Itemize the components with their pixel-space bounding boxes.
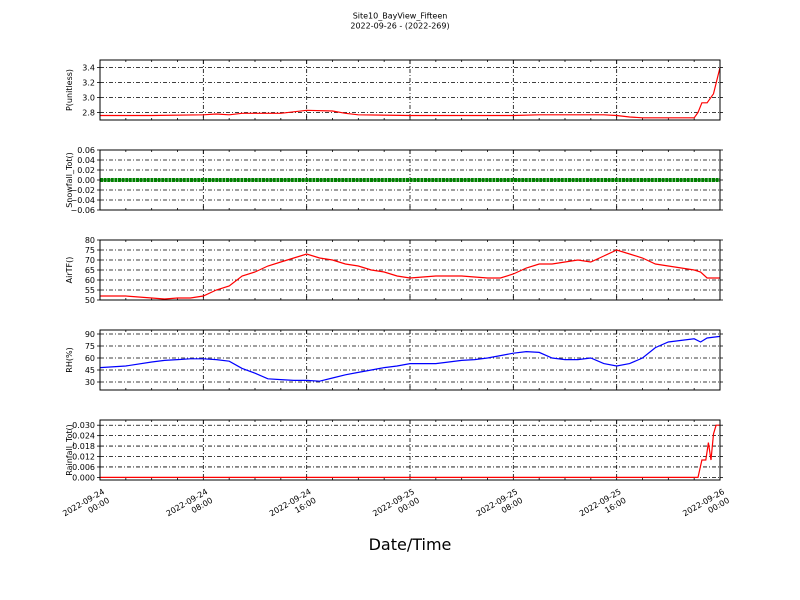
y-axis-label: Rainfall_Tot() <box>65 424 74 476</box>
y-tick-label: 50 <box>85 296 95 305</box>
y-tick-label: 75 <box>85 342 95 351</box>
series-line <box>100 67 721 119</box>
chart-title: Site10_BayView_Fifteen <box>353 12 448 21</box>
y-tick-label: 0.06 <box>77 146 95 155</box>
y-tick-label: 2.8 <box>82 109 95 118</box>
series-line <box>99 335 721 382</box>
y-tick-label: 55 <box>85 286 95 295</box>
panel-1: 2.8 3.0 3.2 3.4 P(unitless) <box>65 59 723 121</box>
y-tick-label: 0.02 <box>77 166 95 175</box>
y-tick-label: 0.030 <box>72 421 95 430</box>
panel-frame <box>99 149 721 211</box>
y-tick-label: −0.06 <box>70 206 95 215</box>
y-tick-label: 0.012 <box>72 453 95 462</box>
y-tick-label: 0.024 <box>72 432 95 441</box>
y-tick-label: 0.04 <box>77 156 95 165</box>
y-tick-label: −0.02 <box>70 186 95 195</box>
y-tick-label: 3.2 <box>82 79 95 88</box>
y-tick-label: 30 <box>85 378 95 387</box>
panel-frame <box>99 239 721 301</box>
y-tick-label: 3.0 <box>82 94 95 103</box>
panel-frame <box>99 329 721 391</box>
y-tick-label: −0.04 <box>70 196 95 205</box>
y-tick-label: 45 <box>85 366 95 375</box>
panel-4: 30 45 60 75 90 RH(%) <box>65 329 723 391</box>
y-axis-label: RH(%) <box>65 347 74 372</box>
panels-group: 2.83.03.23.4P(unitless)−0.06−0.04−0.020.… <box>65 59 723 482</box>
y-axis-label: Snowfall_Tot() <box>65 152 74 208</box>
y-tick-label: 80 <box>85 236 95 245</box>
y-tick-label: 70 <box>85 256 95 265</box>
x-axis-label: Date/Time <box>369 535 452 554</box>
y-tick-label: 0.00 <box>77 176 95 185</box>
y-axis-label: AirTF() <box>65 257 74 284</box>
y-tick-label: 0.006 <box>72 463 95 472</box>
y-tick-label: 65 <box>85 266 95 275</box>
chart-subtitle: 2022-09-26 - (2022-269) <box>350 22 449 31</box>
panel-frame <box>99 59 721 121</box>
y-tick-label: 0.018 <box>72 442 95 451</box>
y-tick-label: 60 <box>85 354 95 363</box>
panel-frame <box>99 419 721 481</box>
panel-2: −0.06−0.04−0.020.000.020.040.06Snowfall_… <box>65 146 723 215</box>
series-line <box>100 249 720 300</box>
y-tick-label: 0.000 <box>72 473 95 482</box>
series-line <box>100 424 720 478</box>
y-tick-label: 60 <box>85 276 95 285</box>
y-tick-label: 75 <box>85 246 95 255</box>
y-tick-label: 90 <box>85 330 95 339</box>
y-tick-label: 3.4 <box>82 64 95 73</box>
y-axis-label: P(unitless) <box>65 69 74 111</box>
